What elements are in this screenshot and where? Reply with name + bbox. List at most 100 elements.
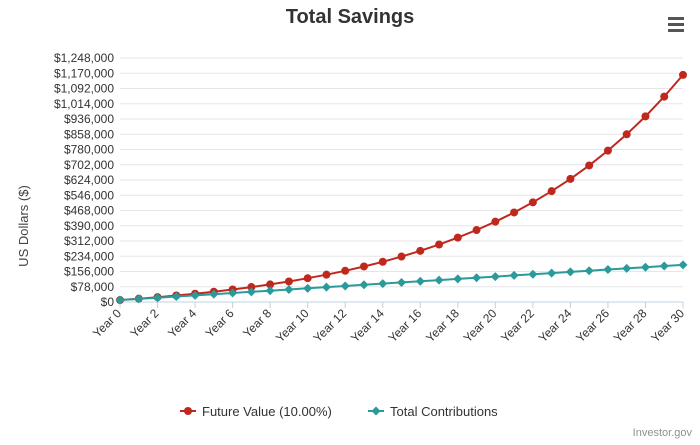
data-point[interactable] [397,252,406,261]
data-point[interactable] [510,208,519,217]
data-point[interactable] [153,293,163,303]
data-point[interactable] [679,70,687,79]
y-tick-label: $0 [101,295,115,309]
y-tick-label: $1,248,000 [54,51,114,65]
legend-label: Total Contributions [390,404,498,419]
data-point[interactable] [528,269,538,279]
data-point[interactable] [265,286,275,296]
data-point[interactable] [415,276,425,286]
series-total-contributions [115,260,688,305]
data-point[interactable] [246,287,256,297]
legend-label: Future Value (10.00%) [202,404,332,419]
data-point[interactable] [640,262,650,272]
y-axis-ticks: $0$78,000$156,000 $234,000$312,000$390,00… [54,51,114,309]
y-tick-label: $936,000 [64,112,114,126]
data-point[interactable] [190,290,200,300]
series-group [115,70,688,305]
data-point[interactable] [321,282,331,292]
x-tick-label: Year 20 [461,306,500,345]
data-point[interactable] [584,266,594,276]
data-point[interactable] [453,233,462,242]
data-point[interactable] [340,281,350,291]
data-point[interactable] [266,280,275,289]
x-tick-label: Year 14 [348,306,387,345]
x-tick-label: Year 12 [310,306,349,345]
data-point[interactable] [284,284,294,294]
data-point[interactable] [434,275,444,285]
data-point[interactable] [341,266,350,275]
data-point[interactable] [359,280,369,290]
y-tick-label: $1,092,000 [54,82,114,96]
legend-marker [371,406,381,416]
data-point[interactable] [397,277,406,287]
data-point[interactable] [359,262,368,271]
x-tick-label: Year 4 [165,306,199,340]
data-point[interactable] [247,283,256,292]
data-point[interactable] [134,294,144,304]
data-point[interactable] [472,273,482,283]
x-tick-label: Year 8 [240,306,274,340]
data-point[interactable] [209,289,219,299]
data-point[interactable] [416,246,425,255]
chart-title: Total Savings [285,6,415,28]
legend[interactable]: Future Value (10.00%) Total Contributions [180,404,498,419]
x-tick-label: Year 22 [498,306,537,345]
x-tick-label: Year 16 [386,306,425,345]
data-point[interactable] [303,283,313,293]
data-point[interactable] [171,292,181,302]
data-point[interactable] [228,288,238,298]
y-tick-label: $468,000 [64,204,114,218]
data-point[interactable] [115,295,125,305]
hamburger-menu-icon [668,17,684,32]
legend-item-total-contributions[interactable]: Total Contributions [368,404,498,419]
data-point[interactable] [585,161,594,170]
y-tick-label: $234,000 [64,249,114,263]
x-tick-label: Year 30 [648,306,687,345]
data-point[interactable] [603,265,613,275]
credit-text: Investor.gov [632,427,692,439]
data-point[interactable] [678,260,688,270]
data-point[interactable] [284,277,293,286]
data-point[interactable] [547,268,557,278]
y-tick-label: $546,000 [64,188,114,202]
y-tick-label: $858,000 [64,127,114,141]
y-tick-label: $702,000 [64,158,114,172]
x-tick-label: Year 6 [203,306,237,340]
data-point[interactable] [659,261,669,271]
y-tick-label: $780,000 [64,143,114,157]
y-tick-label: $312,000 [64,234,114,248]
data-point[interactable] [378,257,387,266]
y-tick-label: $78,000 [71,280,115,294]
x-tick-label: Year 24 [536,306,575,345]
chart-menu-button[interactable] [664,12,690,36]
data-point[interactable] [641,112,650,121]
data-point[interactable] [565,267,575,277]
data-point[interactable] [378,279,388,289]
data-point[interactable] [603,146,612,155]
y-tick-label: $390,000 [64,219,114,233]
data-point[interactable] [303,274,312,283]
grid-lines [120,57,683,303]
data-point[interactable] [472,226,481,235]
data-point[interactable] [547,187,556,196]
data-point[interactable] [528,198,537,207]
y-tick-label: $156,000 [64,265,114,279]
data-point[interactable] [660,92,669,101]
legend-item-future-value[interactable]: Future Value (10.00%) [180,404,332,419]
data-point[interactable] [622,130,631,139]
y-tick-label: $1,170,000 [54,66,114,80]
x-tick-label: Year 18 [423,306,462,345]
series-line [119,74,684,301]
data-point[interactable] [490,272,500,282]
data-point[interactable] [491,217,500,226]
data-point[interactable] [622,263,632,273]
data-point[interactable] [453,274,463,284]
legend-marker [184,407,192,415]
data-point[interactable] [322,270,331,279]
data-point[interactable] [509,270,519,280]
y-tick-label: $624,000 [64,173,114,187]
data-point[interactable] [435,240,444,249]
x-tick-label: Year 0 [90,306,124,340]
data-point[interactable] [566,174,575,183]
